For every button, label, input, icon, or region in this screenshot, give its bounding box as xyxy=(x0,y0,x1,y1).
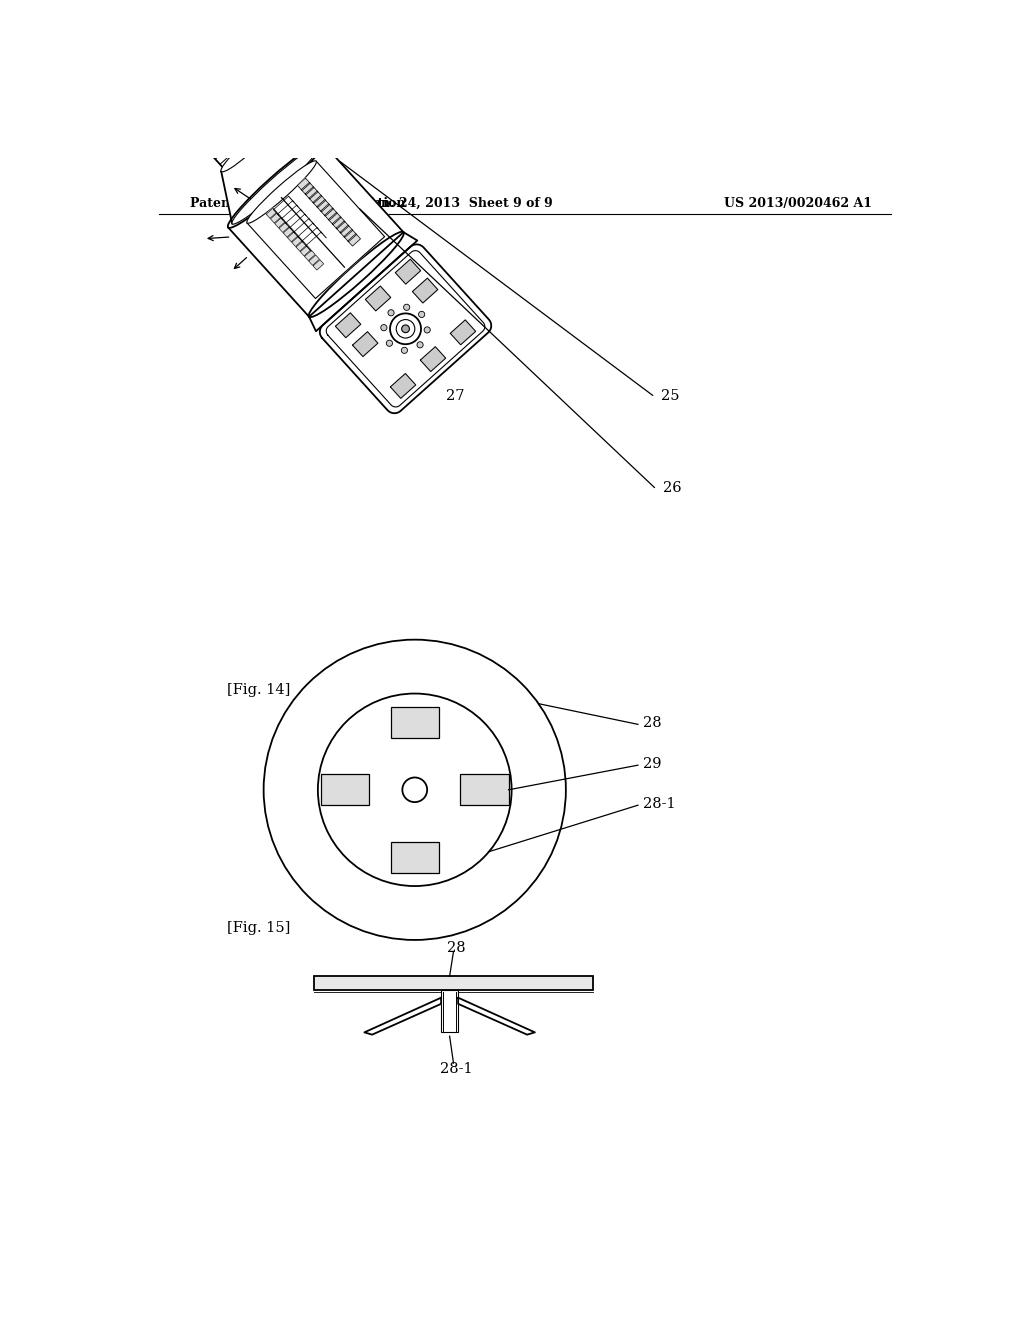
Polygon shape xyxy=(420,347,445,371)
Polygon shape xyxy=(390,374,416,399)
Polygon shape xyxy=(352,331,378,356)
Polygon shape xyxy=(305,186,317,199)
Text: 28-1: 28-1 xyxy=(643,797,676,810)
Polygon shape xyxy=(458,998,535,1035)
Polygon shape xyxy=(321,203,334,216)
Ellipse shape xyxy=(417,342,423,348)
Ellipse shape xyxy=(424,327,430,333)
Text: 28: 28 xyxy=(643,715,662,730)
Text: 25: 25 xyxy=(662,388,680,403)
Polygon shape xyxy=(300,246,311,256)
Ellipse shape xyxy=(401,325,410,333)
Polygon shape xyxy=(228,143,403,317)
Bar xyxy=(314,977,593,990)
Text: US 2013/0020462 A1: US 2013/0020462 A1 xyxy=(724,197,872,210)
Polygon shape xyxy=(366,286,391,312)
Polygon shape xyxy=(329,213,341,224)
Text: Jan. 24, 2013  Sheet 9 of 9: Jan. 24, 2013 Sheet 9 of 9 xyxy=(369,197,554,210)
Bar xyxy=(391,842,438,873)
Ellipse shape xyxy=(388,310,394,315)
Ellipse shape xyxy=(390,313,421,345)
Ellipse shape xyxy=(419,312,425,317)
Polygon shape xyxy=(309,232,418,331)
Polygon shape xyxy=(336,220,349,234)
Polygon shape xyxy=(274,218,286,228)
Ellipse shape xyxy=(386,341,392,346)
Polygon shape xyxy=(301,182,314,195)
Polygon shape xyxy=(316,199,330,213)
Text: 28-1: 28-1 xyxy=(439,1063,472,1076)
Bar xyxy=(321,775,369,805)
Ellipse shape xyxy=(247,161,316,223)
Ellipse shape xyxy=(308,232,403,317)
Polygon shape xyxy=(365,998,441,1035)
Bar xyxy=(461,775,509,805)
Polygon shape xyxy=(304,251,315,260)
Ellipse shape xyxy=(317,693,512,886)
Polygon shape xyxy=(270,213,282,223)
Text: 30: 30 xyxy=(360,257,380,272)
Polygon shape xyxy=(288,231,298,242)
Polygon shape xyxy=(348,234,360,246)
Polygon shape xyxy=(340,226,352,238)
Polygon shape xyxy=(395,259,421,284)
Polygon shape xyxy=(296,242,306,251)
Polygon shape xyxy=(297,178,310,190)
Text: 28: 28 xyxy=(446,941,465,954)
Polygon shape xyxy=(336,313,360,338)
Polygon shape xyxy=(221,131,318,224)
Polygon shape xyxy=(247,161,385,298)
Ellipse shape xyxy=(231,147,318,224)
Text: 26: 26 xyxy=(663,480,681,495)
Ellipse shape xyxy=(381,325,387,331)
Polygon shape xyxy=(313,195,326,207)
Bar xyxy=(441,990,458,1032)
Ellipse shape xyxy=(221,129,267,172)
Text: [Fig. 13]: [Fig. 13] xyxy=(336,235,399,248)
Polygon shape xyxy=(451,319,475,345)
Bar xyxy=(391,708,438,738)
Polygon shape xyxy=(309,255,319,265)
Ellipse shape xyxy=(227,143,323,228)
Ellipse shape xyxy=(403,304,410,310)
Polygon shape xyxy=(327,251,484,407)
Polygon shape xyxy=(332,216,345,228)
Polygon shape xyxy=(325,209,337,220)
Polygon shape xyxy=(344,230,356,242)
Ellipse shape xyxy=(401,347,408,354)
Text: [Fig. 15]: [Fig. 15] xyxy=(227,921,291,936)
Polygon shape xyxy=(413,279,438,304)
Ellipse shape xyxy=(263,640,566,940)
Polygon shape xyxy=(266,209,276,218)
Text: 27: 27 xyxy=(445,389,464,403)
Ellipse shape xyxy=(402,777,427,803)
Polygon shape xyxy=(284,227,294,238)
Polygon shape xyxy=(309,191,322,203)
Text: Patent Application Publication: Patent Application Publication xyxy=(190,197,406,210)
Ellipse shape xyxy=(396,319,415,338)
Text: 29: 29 xyxy=(643,756,662,771)
Polygon shape xyxy=(187,92,264,169)
Ellipse shape xyxy=(187,92,228,129)
Polygon shape xyxy=(279,222,290,232)
Text: [Fig. 14]: [Fig. 14] xyxy=(227,682,291,697)
Polygon shape xyxy=(292,236,302,247)
Polygon shape xyxy=(313,260,324,271)
Polygon shape xyxy=(319,244,492,413)
